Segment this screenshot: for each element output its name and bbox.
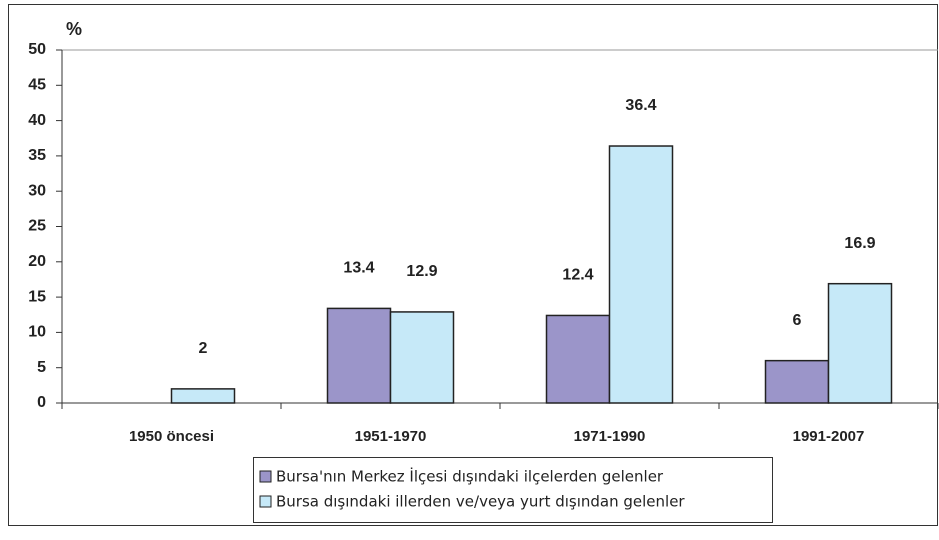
y-tick-label: 45 xyxy=(28,77,46,94)
legend-label: Bursa'nın Merkez İlçesi dışındaki ilçele… xyxy=(276,467,664,486)
legend-label: Bursa dışındaki illerden ve/veya yurt dı… xyxy=(276,493,685,511)
y-tick-label: 0 xyxy=(37,394,46,411)
x-tick-label: 1991-2007 xyxy=(793,428,865,445)
bar xyxy=(170,388,236,404)
bar xyxy=(326,307,392,404)
y-tick-label: 40 xyxy=(28,112,46,129)
value-label: 12.9 xyxy=(406,263,437,280)
y-tick-label: 30 xyxy=(28,182,46,199)
y-axis-label: % xyxy=(66,19,82,39)
x-tick-label: 1951-1970 xyxy=(355,428,427,445)
bar xyxy=(764,359,830,404)
legend-swatch xyxy=(259,470,272,483)
bar xyxy=(389,311,455,404)
y-tick-label: 15 xyxy=(28,288,46,305)
value-label: 12.4 xyxy=(562,267,593,284)
y-tick-label: 25 xyxy=(28,218,46,235)
value-label: 2 xyxy=(199,340,208,357)
legend-swatch xyxy=(259,495,272,508)
chart-frame xyxy=(8,4,938,526)
legend-box xyxy=(253,457,773,523)
value-label: 13.4 xyxy=(343,260,374,277)
y-tick-label: 10 xyxy=(28,324,46,341)
value-label: 16.9 xyxy=(844,235,875,252)
y-tick-label: 20 xyxy=(28,253,46,270)
y-tick-label: 50 xyxy=(28,41,46,58)
bar xyxy=(608,145,674,404)
x-tick-label: 1971-1990 xyxy=(574,428,646,445)
value-label: 36.4 xyxy=(625,97,656,114)
y-tick-label: 35 xyxy=(28,147,46,164)
y-tick-label: 5 xyxy=(37,359,46,376)
value-label: 6 xyxy=(793,312,802,329)
bar xyxy=(827,282,893,404)
bar xyxy=(545,314,611,404)
x-tick-label: 1950 öncesi xyxy=(129,428,214,445)
